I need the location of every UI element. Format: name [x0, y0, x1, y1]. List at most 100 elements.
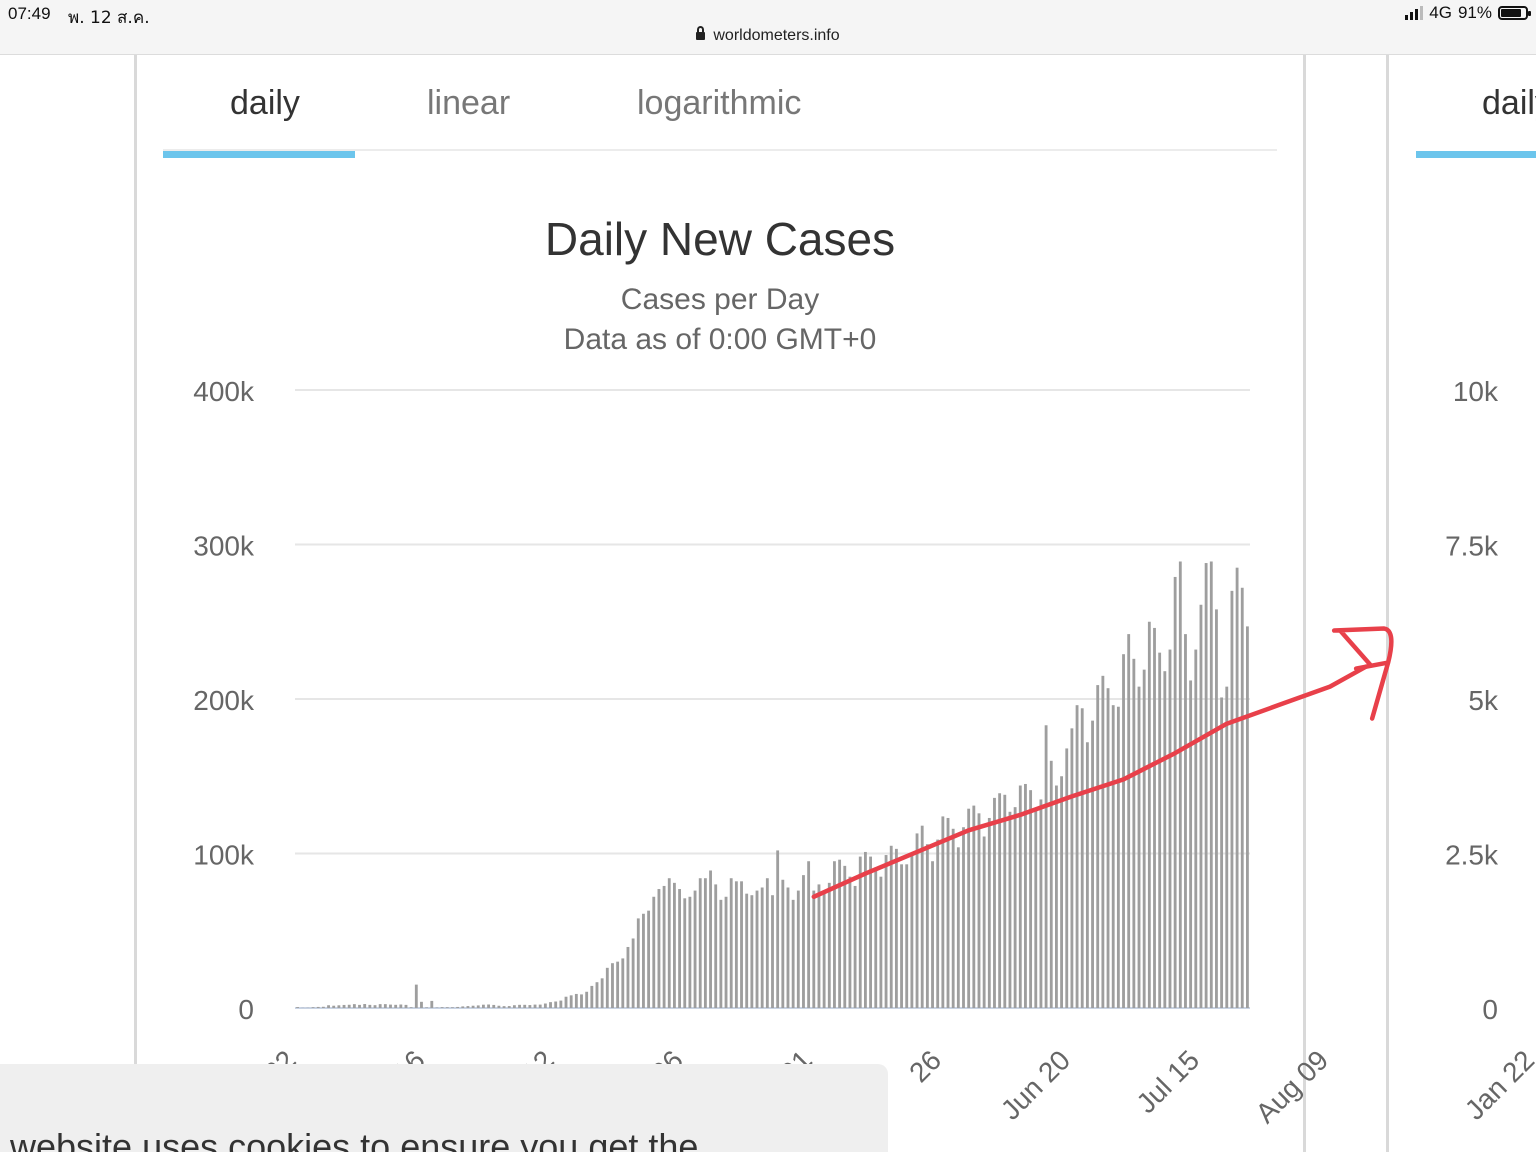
bar — [1060, 776, 1064, 1008]
bar — [977, 813, 981, 1008]
bar — [678, 889, 682, 1008]
bar — [936, 839, 940, 1008]
bar — [543, 1003, 547, 1008]
cookie-notice-text: website uses cookies to ensure you get t… — [10, 1126, 699, 1152]
bar — [719, 899, 723, 1008]
bar — [786, 887, 790, 1008]
battery-percent: 91% — [1457, 3, 1492, 22]
bar — [894, 848, 898, 1008]
y-tick-label: 400k — [193, 376, 255, 407]
bar — [781, 879, 785, 1008]
bar — [1220, 697, 1224, 1008]
bar — [337, 1005, 341, 1008]
bar — [414, 984, 418, 1008]
bar — [580, 994, 583, 1008]
bar — [941, 816, 945, 1008]
bar — [476, 1005, 480, 1008]
bar — [559, 1000, 563, 1008]
bar — [1116, 706, 1120, 1008]
x-tick-label: Jun 20 — [995, 1044, 1076, 1125]
bar — [1215, 609, 1218, 1008]
bar — [549, 1002, 552, 1008]
bar — [1070, 728, 1074, 1008]
x-tick-label: Aug 09 — [1250, 1044, 1335, 1129]
bar — [626, 946, 630, 1008]
secondary-y-tick-label: 2.5k — [1445, 840, 1499, 871]
bar — [1101, 675, 1105, 1008]
bar — [512, 1005, 516, 1008]
tab-logarithmic[interactable]: logarithmic — [637, 84, 802, 122]
bar — [951, 828, 955, 1008]
bar — [745, 893, 749, 1008]
bar — [1091, 720, 1094, 1008]
bar — [1122, 654, 1125, 1008]
status-bar: 07:49 พ. 12 ส.ค. 4G 91% worldometers.inf… — [0, 0, 1536, 55]
tab-daily-secondary[interactable]: daily — [1482, 84, 1536, 122]
bar — [358, 1004, 361, 1008]
status-date: พ. 12 ส.ค. — [68, 8, 150, 28]
bar — [833, 861, 836, 1008]
bar — [378, 1004, 382, 1008]
bar — [621, 958, 625, 1008]
bar — [672, 882, 676, 1008]
bar — [311, 1007, 315, 1008]
address-bar[interactable]: worldometers.info — [0, 26, 1536, 45]
bar — [925, 844, 929, 1008]
bar — [843, 865, 847, 1008]
bar — [724, 896, 728, 1008]
bar — [1075, 705, 1079, 1008]
bar — [667, 878, 671, 1008]
bar — [879, 876, 883, 1008]
bar — [817, 884, 821, 1008]
bar — [920, 825, 924, 1008]
bar — [972, 805, 976, 1008]
bar — [383, 1004, 387, 1008]
bar — [631, 938, 635, 1008]
active-tab-indicator — [163, 151, 355, 158]
bar — [316, 1006, 320, 1008]
bar — [1080, 708, 1084, 1008]
bar — [1008, 811, 1012, 1008]
bar — [1153, 627, 1156, 1008]
bar — [967, 808, 971, 1008]
bar — [518, 1004, 521, 1008]
bar — [507, 1006, 511, 1008]
bar — [487, 1004, 491, 1008]
bar — [1065, 748, 1069, 1008]
bar — [987, 817, 991, 1008]
bar — [729, 878, 733, 1008]
tab-daily[interactable]: daily — [230, 84, 300, 122]
bar — [853, 885, 857, 1008]
bar — [399, 1004, 403, 1008]
bar — [451, 1007, 454, 1008]
bar — [1044, 725, 1048, 1008]
bar — [296, 1007, 300, 1008]
bar — [998, 793, 1002, 1008]
bar — [590, 985, 594, 1008]
chart-title: Daily New Cases — [544, 213, 896, 265]
bar — [574, 993, 578, 1008]
bar — [347, 1004, 351, 1008]
bar — [595, 982, 599, 1008]
tab-linear[interactable]: linear — [427, 84, 511, 122]
bar — [1085, 742, 1089, 1008]
bar — [389, 1004, 392, 1008]
bar — [461, 1006, 465, 1008]
bar — [1204, 563, 1208, 1008]
bar — [636, 918, 640, 1008]
bar — [812, 890, 816, 1008]
x-tick-label: 26 — [903, 1044, 947, 1088]
bar — [332, 1005, 336, 1008]
bar — [1225, 686, 1229, 1008]
y-tick-label: 0 — [238, 994, 254, 1025]
bar — [456, 1006, 460, 1008]
x-tick-label: Jul 15 — [1130, 1044, 1205, 1119]
bar — [1111, 705, 1115, 1008]
bar — [564, 996, 568, 1008]
bar — [1189, 680, 1193, 1008]
cookie-notice[interactable]: website uses cookies to ensure you get t… — [0, 1064, 888, 1152]
bar — [538, 1004, 542, 1008]
bar — [760, 887, 764, 1008]
bar — [321, 1006, 325, 1008]
